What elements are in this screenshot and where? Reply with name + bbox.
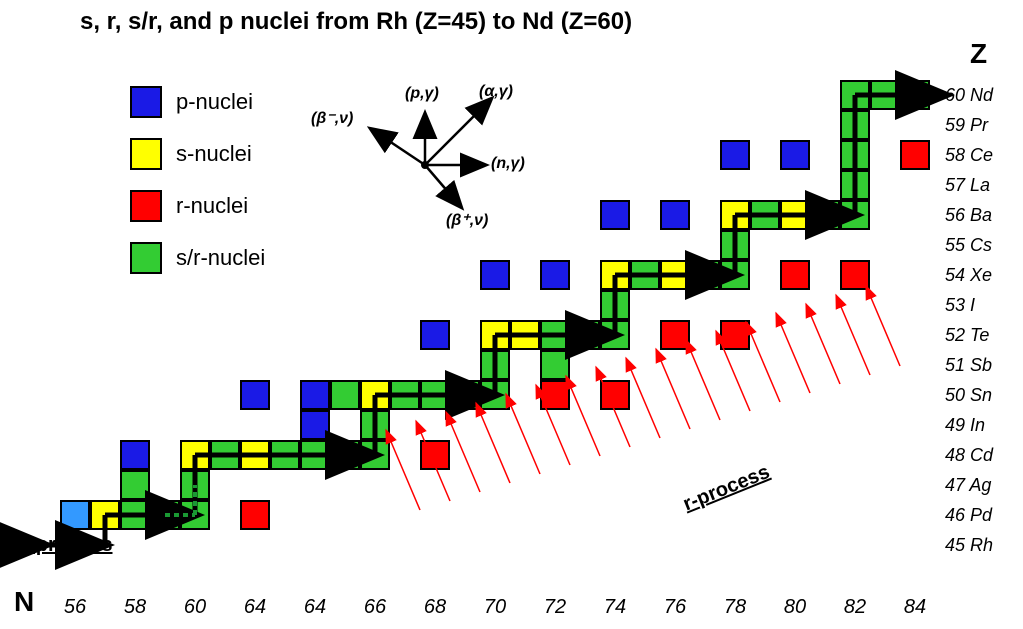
nuclide-chart: s, r, s/r, and p nuclei from Rh (Z=45) t… [0,0,1023,629]
n-col-label: 74 [600,596,630,619]
reaction-label: (β⁺,ν) [446,210,488,230]
z-row-label: 59 Pr [945,115,988,136]
reaction-label: (n,γ) [491,155,525,173]
z-row-label: 58 Ce [945,145,993,166]
z-row-label: 49 In [945,415,985,436]
z-row-label: 56 Ba [945,205,992,226]
n-col-label: 56 [60,596,90,619]
n-col-label: 82 [840,596,870,619]
n-col-label: 68 [420,596,450,619]
n-col-label: 60 [180,596,210,619]
z-row-label: 51 Sb [945,355,992,376]
z-row-label: 57 La [945,175,990,196]
n-col-label: 70 [480,596,510,619]
n-col-label: 64 [300,596,330,619]
n-col-label: 84 [900,596,930,619]
z-row-label: 45 Rh [945,535,993,556]
n-col-label: 58 [120,596,150,619]
n-col-label: 76 [660,596,690,619]
z-row-label: 52 Te [945,325,989,346]
reaction-label: (p,γ) [405,85,439,103]
n-col-label: 72 [540,596,570,619]
z-row-label: 46 Pd [945,505,992,526]
z-row-label: 47 Ag [945,475,991,496]
reaction-label: (α,γ) [479,83,513,101]
n-col-label: 80 [780,596,810,619]
z-row-label: 50 Sn [945,385,992,406]
s-process-label: s-process [18,534,113,557]
z-row-label: 60 Nd [945,85,993,106]
z-row-label: 54 Xe [945,265,992,286]
n-col-label: 78 [720,596,750,619]
n-col-label: 66 [360,596,390,619]
z-row-label: 48 Cd [945,445,993,466]
z-row-label: 55 Cs [945,235,992,256]
n-col-label: 64 [240,596,270,619]
reaction-label: (β⁻,ν) [311,108,353,128]
z-row-label: 53 I [945,295,975,316]
